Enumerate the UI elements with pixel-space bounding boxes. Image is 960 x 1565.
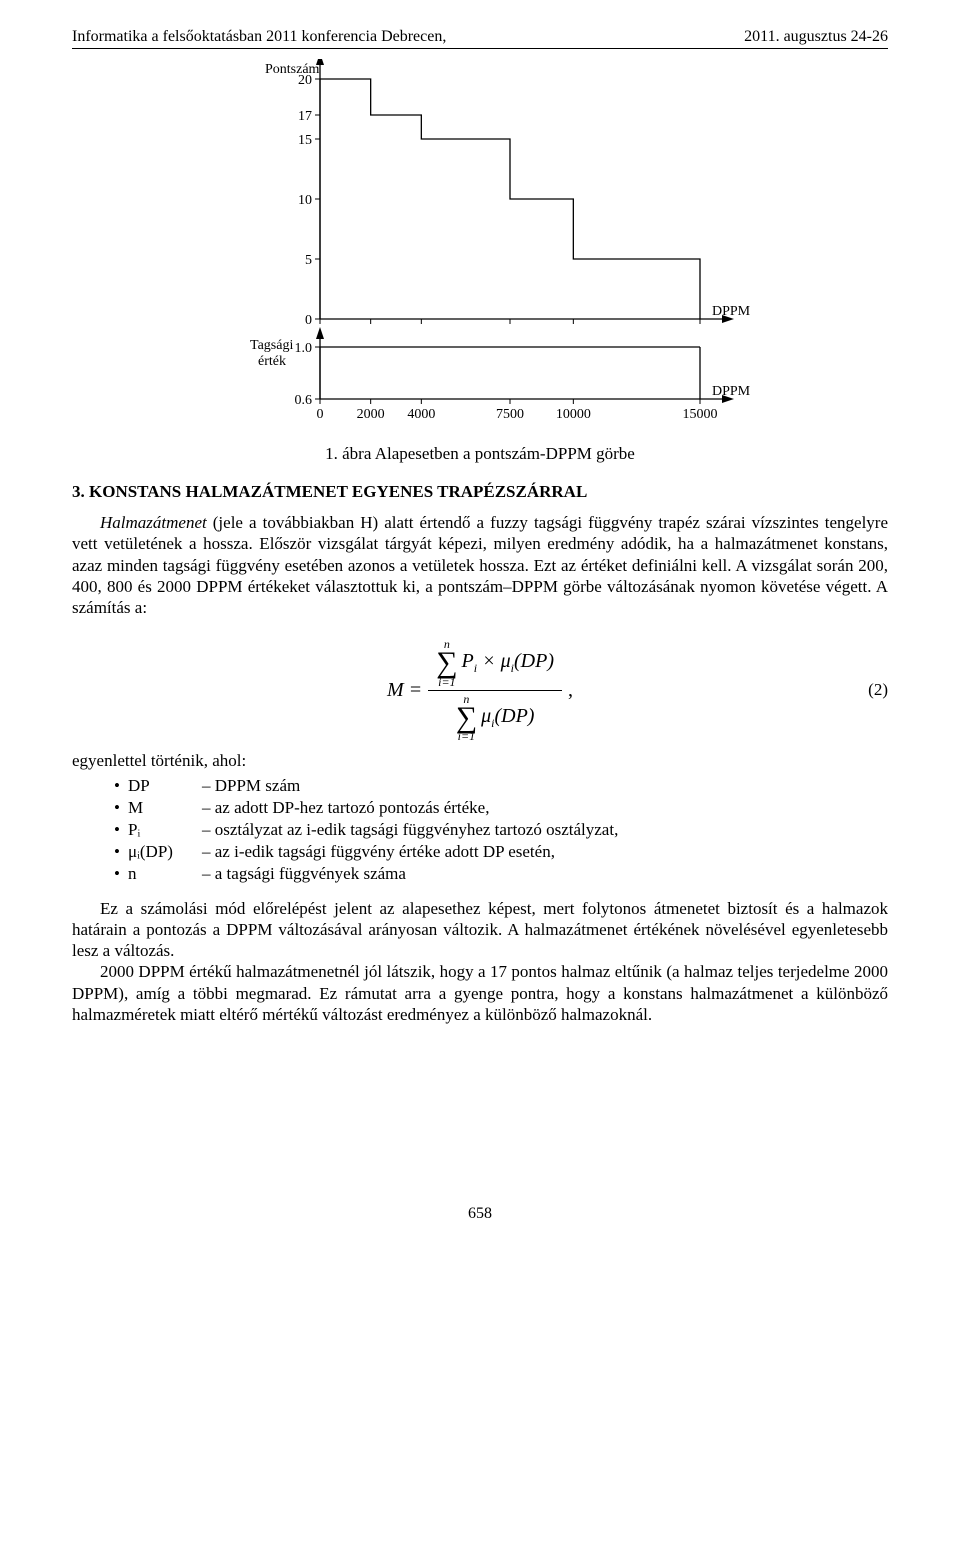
variable-desc: – az adott DP-hez tartozó pontozás érték… xyxy=(202,798,888,818)
variable-symbol: DP xyxy=(128,776,202,796)
sum-top: n ∑ i=1 xyxy=(436,638,457,688)
variable-desc: – a tagsági függvények száma xyxy=(202,864,888,884)
variable-desc: – osztályzat az i-edik tagsági függvényh… xyxy=(202,820,888,840)
svg-text:10: 10 xyxy=(298,193,312,208)
variable-list: •DP– DPPM szám•M– az adott DP-hez tartoz… xyxy=(114,776,888,884)
variable-list-item: •M– az adott DP-hez tartozó pontozás ért… xyxy=(114,798,888,818)
variable-list-item: •n– a tagsági függvények száma xyxy=(114,864,888,884)
svg-text:0.6: 0.6 xyxy=(295,393,313,408)
variable-symbol: M xyxy=(128,798,202,818)
eq-lhs: M = xyxy=(387,679,422,702)
variable-symbol: Pᵢ xyxy=(128,820,202,840)
svg-text:5: 5 xyxy=(305,253,312,268)
svg-text:Tagsági: Tagsági xyxy=(250,338,293,353)
svg-text:DPPM: DPPM xyxy=(712,384,751,399)
svg-text:1.0: 1.0 xyxy=(295,341,313,356)
figure-caption: 1. ábra Alapesetben a pontszám-DPPM görb… xyxy=(72,444,888,464)
bullet-dot: • xyxy=(114,776,128,796)
variable-symbol: n xyxy=(128,864,202,884)
svg-text:7500: 7500 xyxy=(496,407,524,422)
eq-trailing-comma: , xyxy=(568,679,573,702)
header-left: Informatika a felsőoktatásban 2011 konfe… xyxy=(72,28,446,46)
para1-lead: Halmazátmenet xyxy=(100,513,207,532)
bullet-dot: • xyxy=(114,864,128,884)
section-heading: 3. KONSTANS HALMAZÁTMENET EGYENES TRAPÉZ… xyxy=(72,482,888,502)
bullet-dot: • xyxy=(114,842,128,862)
paragraph-3: 2000 DPPM értékű halmazátmenetnél jól lá… xyxy=(72,961,888,1025)
svg-text:10000: 10000 xyxy=(556,407,591,422)
svg-text:0: 0 xyxy=(317,407,324,422)
variable-list-item: •DP– DPPM szám xyxy=(114,776,888,796)
eq-fraction: n ∑ i=1 Pi × μi(DP) n ∑ i=1 μi(DP) xyxy=(428,636,562,744)
svg-text:17: 17 xyxy=(298,109,312,124)
page-header: Informatika a felsőoktatásban 2011 konfe… xyxy=(72,28,888,49)
svg-text:0: 0 xyxy=(305,313,312,328)
header-right: 2011. augusztus 24-26 xyxy=(744,28,888,46)
bullet-dot: • xyxy=(114,798,128,818)
list-intro: egyenlettel történik, ahol: xyxy=(72,750,888,771)
svg-text:4000: 4000 xyxy=(407,407,435,422)
variable-desc: – az i-edik tagsági függvény értéke adot… xyxy=(202,842,888,862)
svg-text:15000: 15000 xyxy=(683,407,718,422)
equation-2: M = n ∑ i=1 Pi × μi(DP) n ∑ i=1 μi(DP) ,… xyxy=(72,636,888,744)
paragraph-2: Ez a számolási mód előrelépést jelent az… xyxy=(72,898,888,962)
step-chart-svg: 0510151720PontszámDPPM0.61.0Tagságiérték… xyxy=(200,59,760,434)
eq-denominator: n ∑ i=1 μi(DP) xyxy=(448,691,543,745)
variable-symbol: μᵢ(DP) xyxy=(128,842,202,862)
svg-text:DPPM: DPPM xyxy=(712,304,751,319)
svg-text:2000: 2000 xyxy=(357,407,385,422)
figure-1: 0510151720PontszámDPPM0.61.0Tagságiérték… xyxy=(72,59,888,434)
paragraph-1: Halmazátmenet (jele a továbbiakban H) al… xyxy=(72,512,888,618)
page-number: 658 xyxy=(72,1205,888,1223)
equation-number: (2) xyxy=(868,680,888,700)
variable-list-item: •Pᵢ– osztályzat az i-edik tagsági függvé… xyxy=(114,820,888,840)
svg-text:érték: érték xyxy=(258,354,286,369)
variable-list-item: •μᵢ(DP)– az i-edik tagsági függvény érté… xyxy=(114,842,888,862)
page: Informatika a felsőoktatásban 2011 konfe… xyxy=(0,0,960,1263)
eq-numerator: n ∑ i=1 Pi × μi(DP) xyxy=(428,636,562,691)
variable-desc: – DPPM szám xyxy=(202,776,888,796)
svg-text:Pontszám: Pontszám xyxy=(265,62,320,77)
bullet-dot: • xyxy=(114,820,128,840)
sum-bot: n ∑ i=1 xyxy=(456,693,477,743)
svg-text:15: 15 xyxy=(298,133,312,148)
